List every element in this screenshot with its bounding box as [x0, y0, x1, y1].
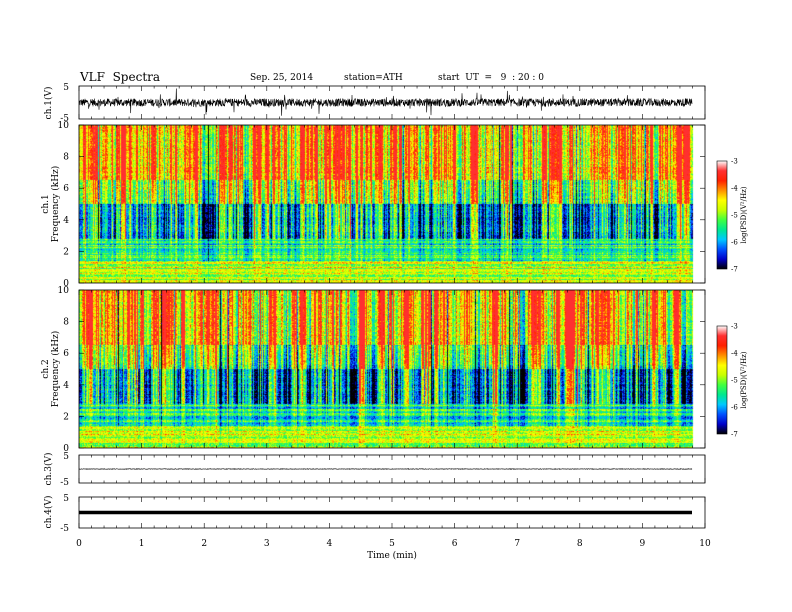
ch3-waveform-trace [79, 468, 693, 470]
colorbar-tick-label: -5 [731, 377, 738, 385]
freq-tick-label: 2 [63, 247, 69, 257]
ch4-waveform-panel: 5 -5 ch.4(V) [43, 494, 706, 534]
start-time-label: start UT = 9 : 20 : 0 [438, 73, 544, 83]
x-tick-label: 2 [201, 539, 207, 549]
ch1-colorbar [716, 160, 728, 270]
ch2-colorbar [716, 325, 728, 435]
colorbar-tick-label: -7 [731, 431, 738, 439]
ch1-xticks [78, 86, 706, 119]
ch2-spectrogram-yticks: 0 2 4 6 8 10 [58, 286, 705, 454]
ch3-waveform-ylabel: ch.3(V) [43, 453, 54, 486]
ch1-spectrogram-ylabel-ch: ch.1 [41, 194, 51, 213]
x-tick-label: 9 [640, 539, 646, 549]
ch1-ytick-bottom: -5 [60, 114, 69, 124]
ch1-waveform-trace [79, 88, 693, 116]
ch1-spectrogram-yticks: 0 2 4 6 8 10 [58, 121, 705, 289]
freq-tick-label: 6 [63, 349, 69, 359]
ch2-spectrogram-xticks [78, 290, 706, 448]
x-tick-label: 7 [514, 539, 520, 549]
ch2-spectrogram-heatmap [79, 290, 705, 448]
ch1-waveform-ylabel: ch.1(V) [43, 87, 54, 120]
colorbar-tick-label: -6 [731, 404, 738, 412]
ch2-colorbar-label: log(PSD)(V²/Hz) [740, 351, 748, 408]
freq-tick-label: 8 [63, 153, 69, 163]
ch3-ytick-bottom: -5 [60, 478, 69, 488]
freq-tick-label: 0 [63, 444, 69, 454]
x-tick-label: 10 [699, 539, 711, 549]
ch1-spectrogram-ylabel-freq: Frequency (kHz) [50, 166, 61, 243]
freq-tick-label: 4 [63, 381, 69, 391]
ch2-spectrogram-ylabel-ch: ch.2 [41, 359, 51, 378]
ch4-ytick-bottom: -5 [60, 524, 69, 534]
freq-tick-label: 8 [63, 318, 69, 328]
ch3-xticks [78, 455, 706, 483]
ch2-colorbar-ticks: -3 -4 -5 -6 -7 [731, 323, 738, 439]
colorbar-tick-label: -3 [731, 323, 738, 331]
date-label: Sep. 25, 2014 [250, 73, 314, 83]
colorbar-tick-label: -4 [731, 185, 738, 193]
x-tick-label: 4 [327, 539, 333, 549]
ch1-ytick-top: 5 [63, 83, 69, 93]
colorbar-tick-label: -3 [731, 158, 738, 166]
freq-tick-label: 10 [58, 286, 70, 296]
freq-tick-label: 2 [63, 412, 69, 422]
freq-tick-label: 0 [63, 279, 69, 289]
ch1-spectrogram-heatmap [79, 125, 705, 283]
colorbar-tick-label: -4 [731, 350, 738, 358]
ch1-colorbar-label: log(PSD)(V²/Hz) [740, 186, 748, 243]
time-axis-tick-labels: 0 1 2 3 4 5 6 7 8 9 10 [76, 539, 711, 549]
ch3-ytick-top: 5 [63, 452, 69, 462]
ch4-waveform-ylabel: ch.4(V) [43, 496, 54, 529]
figure-title: VLF Spectra [80, 70, 161, 84]
x-tick-label: 8 [577, 539, 583, 549]
ch3-waveform-panel: 5 -5 ch.3(V) [43, 452, 706, 488]
colorbar-tick-label: -5 [731, 212, 738, 220]
ch1-spectrogram-xticks [78, 125, 706, 283]
ch4-xticks [78, 497, 706, 528]
x-tick-label: 1 [139, 539, 145, 549]
x-tick-label: 0 [76, 539, 82, 549]
station-label: station=ATH [344, 73, 403, 83]
freq-tick-label: 4 [63, 216, 69, 226]
x-tick-label: 3 [264, 539, 270, 549]
ch1-colorbar-ticks: -3 -4 -5 -6 -7 [731, 158, 738, 274]
freq-tick-label: 10 [58, 121, 70, 131]
x-tick-label: 6 [452, 539, 458, 549]
colorbar-tick-label: -7 [731, 266, 738, 274]
freq-tick-label: 6 [63, 184, 69, 194]
x-tick-label: 5 [389, 539, 395, 549]
colorbar-tick-label: -6 [731, 239, 738, 247]
ch1-waveform-panel: 5 -5 ch.1(V) [43, 83, 706, 124]
ch4-ytick-top: 5 [63, 494, 69, 504]
ch2-spectrogram-ylabel-freq: Frequency (kHz) [50, 331, 61, 408]
time-axis-label: Time (min) [367, 550, 417, 561]
